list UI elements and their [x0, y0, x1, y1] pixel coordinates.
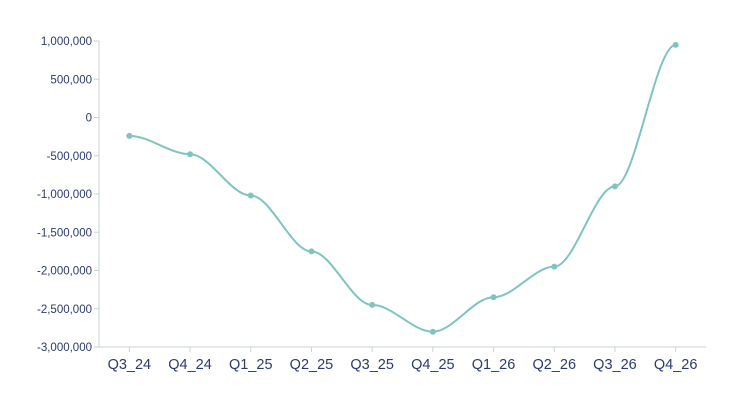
series-layer — [126, 41, 679, 335]
data-point-q4_26[interactable] — [672, 41, 679, 48]
data-point-q3_24[interactable] — [126, 132, 133, 139]
data-point-q3_25[interactable] — [369, 301, 376, 308]
y-tick-label: -3,000,000 — [37, 342, 92, 354]
data-point-q4_24[interactable] — [187, 151, 194, 158]
x-tick-label: Q4_26 — [654, 357, 698, 373]
x-tick-label: Q3_25 — [350, 357, 394, 373]
y-tick-label: -2,000,000 — [37, 266, 92, 278]
y-axis: 1,000,000 500,000 0 -500,000 -1,000,000 -1,50… — [37, 36, 100, 354]
y-tick-label: 1,000,000 — [41, 36, 92, 48]
data-point-q2_26[interactable] — [551, 263, 558, 270]
data-point-q3_26[interactable] — [611, 183, 618, 190]
y-tick-label: -1,000,000 — [37, 189, 92, 201]
x-tick-label: Q3_24 — [108, 357, 152, 373]
x-tick-label: Q2_25 — [290, 357, 334, 373]
y-tick-label: -2,500,000 — [37, 304, 92, 316]
x-tick-label: Q1_26 — [472, 357, 516, 373]
x-tick-label: Q1_25 — [229, 357, 273, 373]
series-line — [129, 43, 677, 333]
data-point-q1_26[interactable] — [490, 294, 497, 301]
x-axis: Q3_24 Q4_24 Q1_25 Q2_25 Q3_25 Q4_25 Q1_26 Q2_26… — [99, 346, 706, 373]
data-point-q2_25[interactable] — [308, 248, 315, 255]
y-tick-label: 500,000 — [50, 74, 92, 86]
y-tick-label: 0 — [86, 113, 92, 125]
data-point-q1_25[interactable] — [247, 192, 254, 199]
y-tick-label: -1,500,000 — [37, 227, 92, 239]
x-tick-label: Q4_24 — [168, 357, 212, 373]
data-point-q4_25[interactable] — [429, 328, 436, 335]
y-tick-label: -500,000 — [47, 151, 92, 163]
x-tick-label: Q4_25 — [411, 357, 455, 373]
x-tick-label: Q3_26 — [593, 357, 637, 373]
x-tick-label: Q2_26 — [532, 357, 576, 373]
